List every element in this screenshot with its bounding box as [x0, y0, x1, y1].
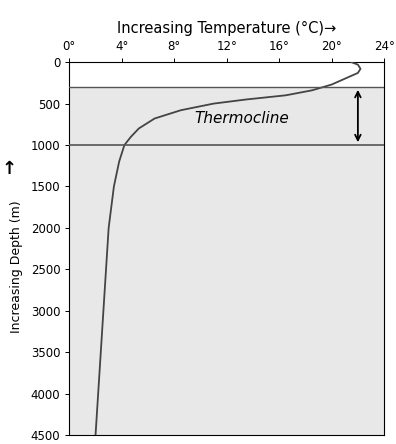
- Text: ↑: ↑: [1, 160, 16, 178]
- Text: Thermocline: Thermocline: [194, 111, 289, 126]
- Bar: [69, 62, 384, 87]
- X-axis label: Increasing Temperature (°C)→: Increasing Temperature (°C)→: [117, 21, 336, 36]
- Text: Increasing Depth (m): Increasing Depth (m): [10, 200, 23, 333]
